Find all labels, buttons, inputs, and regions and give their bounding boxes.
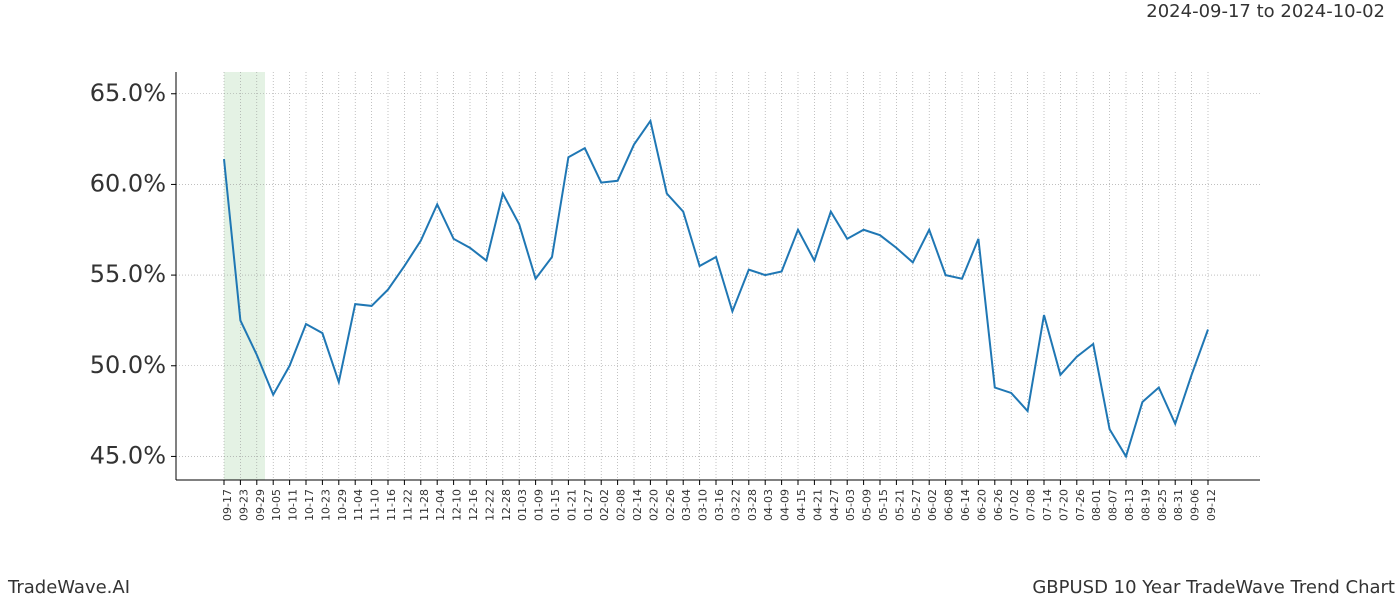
- x-tick-label: 05-15: [877, 489, 890, 521]
- x-tick-label: 06-26: [992, 489, 1005, 521]
- x-tick-label: 03-16: [713, 489, 726, 521]
- x-tick-label: 12-16: [467, 489, 480, 521]
- x-tick-label: 07-20: [1057, 489, 1070, 521]
- x-tick-label: 06-14: [959, 489, 972, 521]
- x-tick-label: 07-08: [1025, 489, 1038, 521]
- x-tick-label: 11-16: [385, 489, 398, 521]
- line: [223, 118, 1209, 459]
- x-tick-label: 03-28: [746, 489, 759, 521]
- x-tick-label: 08-13: [1123, 489, 1136, 521]
- x-tick-label: 02-26: [664, 489, 677, 521]
- x-tick-label: 10-05: [270, 489, 283, 521]
- x-tick-label: 08-25: [1156, 489, 1169, 521]
- x-tick-label: 03-10: [697, 489, 710, 521]
- x-tick-label: 03-04: [680, 489, 693, 521]
- x-tick-label: 01-27: [582, 489, 595, 521]
- x-tick-label: 06-02: [926, 489, 939, 521]
- x-tick-label: 10-11: [287, 489, 300, 521]
- y-tick-label: 45.0%: [90, 441, 166, 469]
- x-tick-label: 08-19: [1139, 489, 1152, 521]
- y-tick-label: 55.0%: [90, 260, 166, 288]
- x-tick-label: 01-15: [549, 489, 562, 521]
- x-tick-label: 07-26: [1074, 489, 1087, 521]
- y-tick-label: 65.0%: [90, 79, 166, 107]
- x-tick-label: 06-20: [975, 489, 988, 521]
- x-tick-label: 06-08: [943, 489, 956, 521]
- x-tick-label: 04-03: [762, 489, 775, 521]
- x-tick-label: 10-17: [303, 489, 316, 521]
- chart-title: GBPUSD 10 Year TradeWave Trend Chart: [1032, 577, 1395, 598]
- x-tick-label: 02-20: [647, 489, 660, 521]
- x-tick-label: 02-02: [598, 489, 611, 521]
- x-tick-label: 12-04: [434, 489, 447, 521]
- x-tick-label: 11-28: [418, 489, 431, 521]
- x-tick-label: 08-07: [1107, 489, 1120, 521]
- x-tick-label: 01-03: [516, 489, 529, 521]
- x-tick-label: 11-04: [352, 489, 365, 521]
- x-tick-label: 12-10: [451, 489, 464, 521]
- x-tick-label: 12-22: [483, 489, 496, 521]
- x-tick-label: 12-28: [500, 489, 513, 521]
- x-tick-label: 03-22: [729, 489, 742, 521]
- highlight-band: [224, 72, 265, 480]
- x-tick-label: 09-23: [237, 489, 250, 521]
- x-tick-label: 08-31: [1172, 489, 1185, 521]
- x-tick-label: 10-29: [336, 489, 349, 521]
- x-tick-label: 07-14: [1041, 489, 1054, 521]
- x-tick-label: 11-10: [369, 489, 382, 521]
- x-tick-label: 05-27: [910, 489, 923, 521]
- x-tick-label: 05-21: [893, 489, 906, 521]
- x-tick-label: 05-09: [861, 489, 874, 521]
- x-tick-label: 01-09: [533, 489, 546, 521]
- x-tick-label: 01-21: [565, 489, 578, 521]
- x-tick-label: 02-14: [631, 489, 644, 521]
- x-tick-label: 09-17: [221, 489, 234, 521]
- y-tick-label: 60.0%: [90, 169, 166, 197]
- x-tick-label: 09-06: [1189, 489, 1202, 521]
- x-tick-label: 07-02: [1008, 489, 1021, 521]
- x-tick-label: 09-12: [1205, 489, 1218, 521]
- x-tick-label: 04-21: [811, 489, 824, 521]
- x-tick-label: 10-23: [319, 489, 332, 521]
- x-tick-label: 04-09: [779, 489, 792, 521]
- brand: TradeWave.AI: [7, 577, 130, 598]
- date-range: 2024-09-17 to 2024-10-02: [1146, 1, 1385, 22]
- x-tick-label: 09-29: [254, 489, 267, 521]
- y-tick-label: 50.0%: [90, 351, 166, 379]
- x-tick-label: 04-15: [795, 489, 808, 521]
- x-tick-label: 04-27: [828, 489, 841, 521]
- x-tick-label: 05-03: [844, 489, 857, 521]
- x-tick-label: 08-01: [1090, 489, 1103, 521]
- x-tick-label: 11-22: [401, 489, 414, 521]
- x-tick-label: 02-08: [615, 489, 628, 521]
